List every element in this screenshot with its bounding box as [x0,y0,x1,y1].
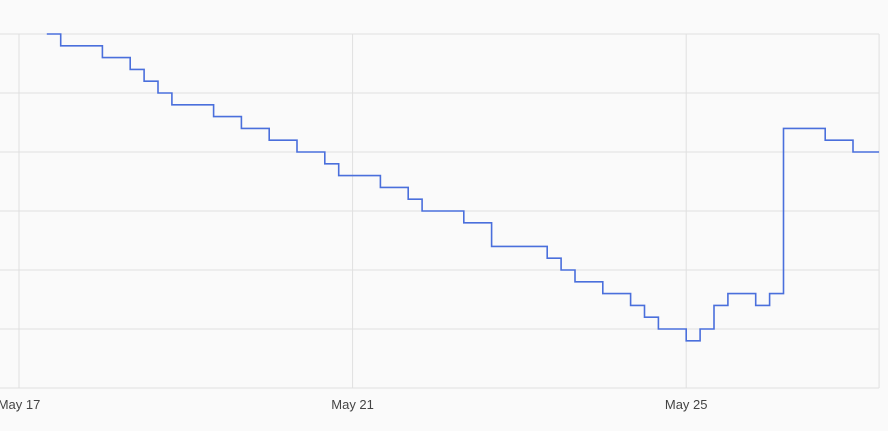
horizontal-gridlines [0,33,880,389]
x-axis-tick-labels: May 17 May 21 May 25 [0,397,708,412]
series-group [46,33,880,342]
x-tick-label: May 21 [331,397,374,412]
x-tick-label: May 25 [665,397,708,412]
x-tick-label: May 17 [0,397,40,412]
series-line [46,33,880,342]
